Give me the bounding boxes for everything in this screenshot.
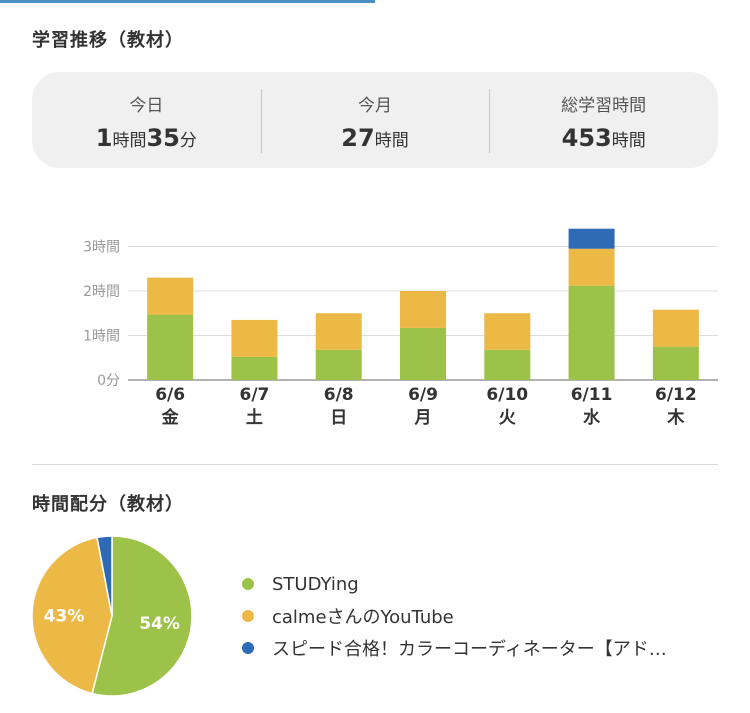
legend-item-studying: STUDYing (242, 568, 667, 600)
bar-segment (484, 349, 531, 380)
summary-box: 今日 1時間35分 今月 27時間 総学習時間 453時間 (32, 72, 718, 168)
bar-segment (652, 346, 699, 380)
stat-number: 35 (146, 123, 180, 152)
bar-segment (568, 228, 615, 249)
stat-label: 総学習時間 (561, 95, 647, 116)
stat-total: 総学習時間 453時間 (489, 88, 718, 153)
bar-segment (652, 309, 699, 347)
y-tick-label: 1時間 (83, 329, 120, 345)
pie-slice (91, 535, 193, 697)
stat-this-month: 今月 27時間 (260, 88, 490, 153)
stat-label: 今日 (129, 95, 164, 116)
stat-value: 27時間 (261, 124, 490, 152)
bar-segment (315, 349, 362, 380)
stat-label: 今月 (358, 95, 392, 116)
x-weekday-label: 木 (666, 407, 685, 428)
pie-slice (31, 536, 113, 695)
x-tick-label: 6/11 (571, 385, 613, 405)
stat-value: 1時間35分 (32, 124, 261, 152)
stat-unit: 分 (179, 130, 197, 151)
x-weekday-label: 金 (161, 407, 180, 428)
x-tick-label: 6/7 (239, 385, 269, 405)
bar-segment (484, 313, 531, 350)
section-title-learning-trend: 学習推移（教材） (32, 30, 184, 51)
bar-segment (400, 327, 446, 380)
stat-unit: 時間 (374, 130, 409, 151)
x-tick-label: 6/12 (655, 385, 697, 405)
x-weekday-label: 土 (246, 407, 263, 428)
bar-segment (315, 313, 362, 350)
legend-dot (242, 578, 254, 590)
x-tick-label: 6/6 (155, 385, 185, 405)
legend-dot (242, 642, 254, 654)
bar-segment (147, 277, 194, 315)
bar-segment (231, 356, 278, 380)
bar-segment (568, 248, 615, 286)
pie-slice (96, 535, 113, 617)
stat-unit: 時間 (611, 130, 646, 151)
stat-today: 今日 1時間35分 (32, 89, 261, 152)
stat-value: 453時間 (489, 124, 718, 152)
legend-label: スピード合格！カラーコーディネーター【アド… (272, 639, 667, 660)
bar-segment (231, 319, 278, 357)
x-tick-label: 6/8 (324, 385, 354, 405)
y-tick-label: 3時間 (83, 240, 120, 256)
x-tick-label: 6/9 (408, 385, 438, 405)
pie-percent-label: 43% (44, 606, 85, 626)
bar-segment (147, 314, 194, 380)
bar-segment (568, 285, 615, 380)
pie-legend: STUDYing calmeさんのYouTube スピード合格！カラーコーディネ… (242, 568, 667, 664)
time-allocation-pie-chart: 54% 43% (31, 535, 193, 697)
y-tick-label: 2時間 (83, 284, 120, 300)
legend-label: calmeさんのYouTube (272, 607, 454, 628)
bar-segment (400, 291, 446, 328)
x-weekday-label: 水 (583, 407, 601, 428)
x-tick-label: 6/10 (486, 385, 528, 405)
daily-study-bar-chart: 0分 1時間 2時間 3時間 6/6金 6/7土 6/8 日 6/9 月 6/10 火 6/11水 6/1… (83, 228, 718, 428)
x-weekday-label: 日 (330, 408, 347, 428)
stat-number: 453 (561, 123, 612, 152)
stat-unit: 時間 (112, 130, 147, 151)
legend-dot (242, 610, 254, 622)
tab-indicator (0, 0, 375, 3)
legend-item-youtube: calmeさんのYouTube (242, 600, 667, 632)
pie-percent-label: 54% (139, 614, 180, 634)
y-tick-label: 0分 (97, 373, 120, 389)
x-weekday-label: 火 (499, 408, 517, 428)
stat-number: 27 (341, 123, 375, 152)
legend-item-speed-pass: スピード合格！カラーコーディネーター【アド… (242, 632, 667, 664)
section-title-time-allocation: 時間配分（教材） (32, 494, 184, 515)
x-weekday-label: 月 (414, 408, 432, 428)
section-divider (32, 464, 718, 465)
stat-number: 1 (95, 123, 113, 152)
legend-label: STUDYing (272, 573, 359, 595)
